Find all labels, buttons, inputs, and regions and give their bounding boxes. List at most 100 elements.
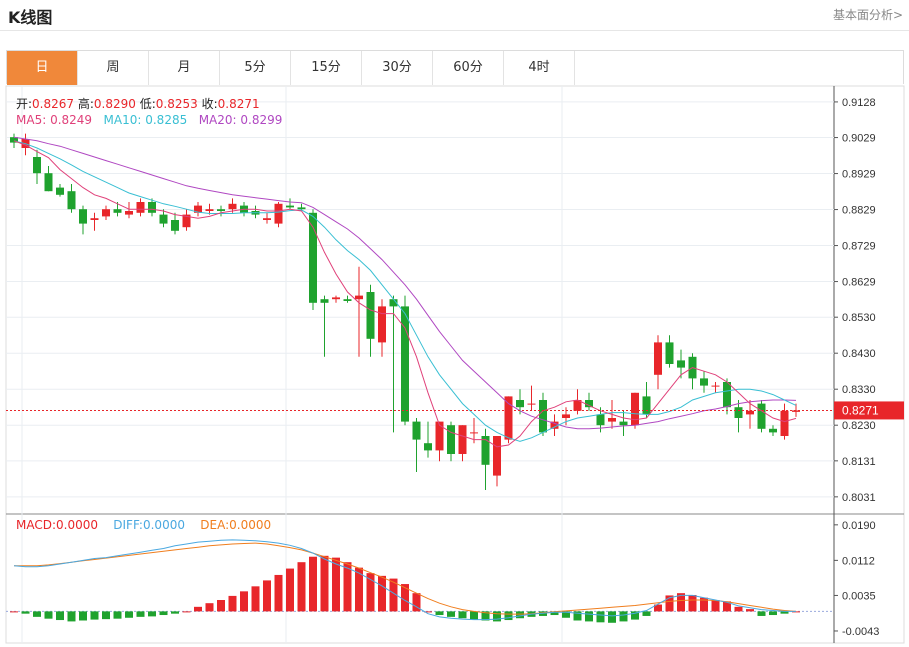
tab-15min[interactable]: 15分 <box>291 51 362 85</box>
macd-histogram-bar <box>734 606 743 612</box>
candle-body <box>746 410 754 415</box>
page-title: K线图 <box>8 8 53 27</box>
candle-body <box>619 421 628 426</box>
macd-histogram-bar <box>90 611 99 620</box>
candle-body <box>79 209 87 224</box>
macd-tick-label: -0.0043 <box>842 626 879 638</box>
ma10-value: 0.8285 <box>145 113 188 127</box>
ma5-label: MA5: <box>16 113 47 127</box>
candle-body <box>125 211 133 215</box>
macd-histogram-bar <box>56 611 64 621</box>
open-label: 开: <box>16 97 33 111</box>
candle-body <box>792 410 800 412</box>
candle-body <box>263 218 271 220</box>
macd-histogram-bar <box>21 611 30 614</box>
candle-body <box>389 299 398 307</box>
candle-body <box>654 342 662 375</box>
candle-body <box>424 443 432 451</box>
macd-histogram-bar <box>274 574 283 612</box>
diff-legend-item: DIFF:0.0000 <box>113 518 185 532</box>
fundamental-analysis-link[interactable]: 基本面分析> <box>832 8 903 22</box>
macd-histogram-bar <box>573 611 582 621</box>
macd-histogram-bar <box>136 611 145 617</box>
macd-histogram-bar <box>424 611 432 613</box>
candle-body <box>10 137 18 143</box>
macd-histogram-bar <box>67 611 76 622</box>
tab-month[interactable]: 月 <box>149 51 220 85</box>
macd-histogram-bar <box>33 611 41 617</box>
macd-histogram-bar <box>631 611 639 620</box>
macd-tick-label: 0.0035 <box>842 590 876 602</box>
macd-histogram-bar <box>711 600 720 612</box>
price-tick-label: 0.8230 <box>842 420 876 432</box>
macd-histogram-bar <box>780 611 789 614</box>
macd-histogram-bar <box>10 611 18 613</box>
price-tick-label: 0.8929 <box>842 169 876 181</box>
tab-day[interactable]: 日 <box>7 51 78 85</box>
candle-body <box>182 214 191 228</box>
candle-body <box>435 421 444 451</box>
macd-legend: MACD:0.0000 DIFF:0.0000 DEA:0.0000 <box>16 518 271 532</box>
macd-histogram-bar <box>481 611 490 621</box>
candle-body <box>631 392 639 426</box>
macd-histogram-bar <box>723 601 731 612</box>
tab-60min[interactable]: 60分 <box>433 51 504 85</box>
candle-body <box>780 410 789 436</box>
candle-body <box>274 203 283 224</box>
macd-histogram-bar <box>366 573 375 612</box>
candle-body <box>366 292 375 339</box>
candle-body <box>378 306 386 343</box>
candle-body <box>596 414 605 426</box>
high-value: 0.8290 <box>93 97 136 111</box>
macd-histogram-bar <box>332 557 340 612</box>
ma5-value: 0.8249 <box>50 113 93 127</box>
candle-body <box>33 157 41 174</box>
macd-histogram-bar <box>470 611 478 620</box>
macd-histogram-bar <box>217 600 225 612</box>
tab-week[interactable]: 周 <box>78 51 149 85</box>
price-tick-label: 0.8330 <box>842 384 876 396</box>
price-tick-label: 0.8629 <box>842 277 876 289</box>
tab-30min[interactable]: 30分 <box>362 51 433 85</box>
candle-body <box>67 191 76 210</box>
candle-body <box>90 218 99 220</box>
diff-line <box>13 539 796 621</box>
macd-histogram-bar <box>240 591 248 612</box>
macd-histogram-bar <box>447 611 455 617</box>
candle-body <box>286 205 294 208</box>
candle-body <box>608 418 616 422</box>
macd-histogram-bar <box>378 575 386 612</box>
candle-body <box>723 382 731 408</box>
low-label: 低: <box>139 97 156 111</box>
macd-histogram-bar <box>700 597 708 612</box>
price-tick-label: 0.8829 <box>842 205 876 217</box>
open-value: 0.8267 <box>32 97 75 111</box>
price-tick-label: 0.8131 <box>842 456 876 468</box>
low-value: 0.8253 <box>155 97 198 111</box>
macd-histogram-bar <box>757 611 766 616</box>
price-tick-label: 0.8031 <box>842 492 876 504</box>
candle-body <box>217 209 225 211</box>
macd-histogram-bar <box>642 611 651 616</box>
macd-histogram-bar <box>688 594 697 612</box>
macd-histogram-bar <box>401 584 409 612</box>
candle-body <box>504 396 513 440</box>
candle-body <box>447 425 455 454</box>
current-price-badge <box>834 401 904 420</box>
macd-histogram-bar <box>263 580 271 612</box>
price-tick-label: 0.9128 <box>842 97 876 109</box>
macd-histogram-bar <box>654 604 662 612</box>
candle-body <box>539 400 547 433</box>
tab-4hour[interactable]: 4时 <box>504 51 575 85</box>
candle-body <box>102 209 110 217</box>
price-tick-label: 0.8430 <box>842 348 876 360</box>
high-label: 高: <box>77 97 94 111</box>
macd-histogram-bar <box>286 568 294 612</box>
chart-frame <box>5 85 905 644</box>
macd-histogram-bar <box>608 611 616 623</box>
dea-line <box>14 542 797 615</box>
tab-5min[interactable]: 5分 <box>220 51 291 85</box>
candle-body <box>320 299 329 303</box>
macd-tick-label: 0.0112 <box>842 555 875 567</box>
